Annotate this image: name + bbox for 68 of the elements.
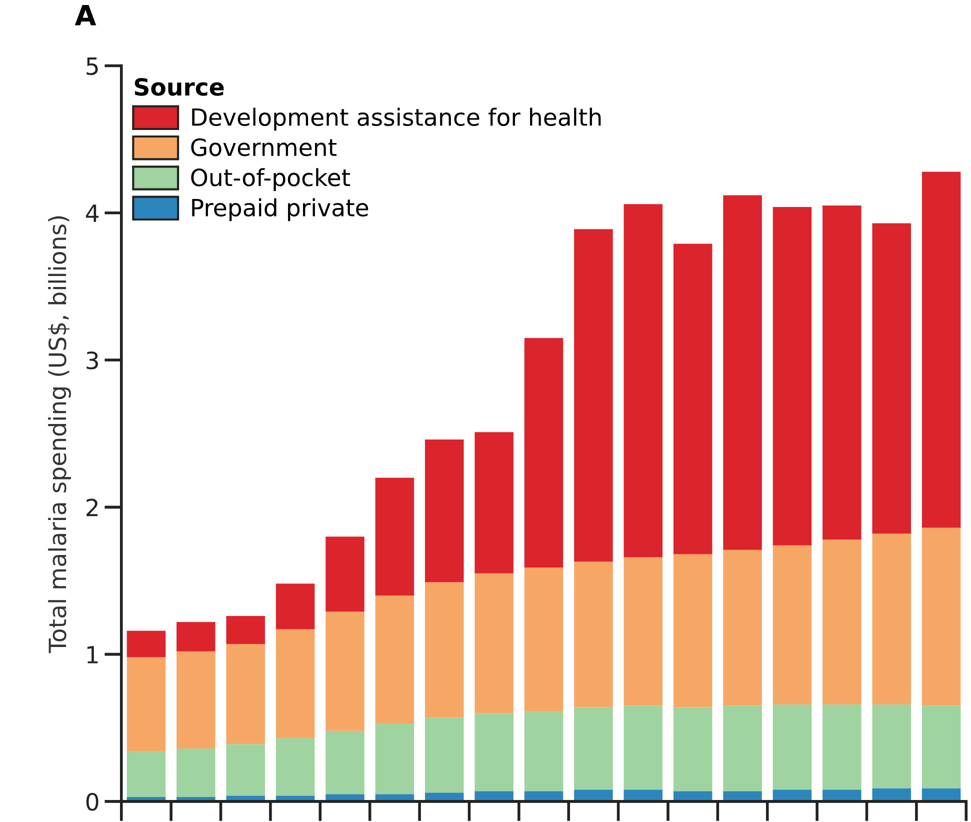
bar [474, 713, 514, 792]
y-tick-label: 5 [86, 58, 98, 76]
bar [673, 707, 712, 792]
chart-title: A [74, 4, 96, 26]
legend-label: Prepaid private [192, 198, 368, 222]
bar [723, 195, 762, 550]
bar [276, 629, 315, 738]
bar [126, 657, 166, 752]
bar [723, 550, 762, 706]
bar [326, 730, 364, 794]
bar [922, 788, 961, 802]
bar [673, 244, 712, 554]
y-tick-label: 1 [87, 646, 98, 664]
bar [226, 616, 265, 644]
bar [624, 204, 663, 558]
y-tick-label: 0 [86, 792, 98, 811]
bar [474, 432, 514, 574]
bar [723, 706, 762, 792]
bar [574, 229, 613, 562]
y-tick-label: 2 [86, 498, 98, 516]
legend-label: Government [191, 138, 337, 156]
legend-title: Source [134, 78, 224, 96]
bar [126, 751, 166, 798]
bar [524, 712, 564, 792]
bar [872, 704, 911, 788]
bar [126, 630, 166, 658]
bar [574, 707, 613, 790]
bar [375, 595, 414, 724]
bar [424, 582, 464, 718]
y-tick-label: 3 [86, 351, 98, 370]
bar [872, 534, 911, 704]
y-axis-title: Total malaria spending (US$, billions) [48, 216, 71, 654]
bar [624, 557, 663, 706]
bar [524, 568, 564, 712]
bar [822, 704, 862, 790]
bar [922, 706, 961, 788]
bar [176, 748, 216, 798]
bar [872, 223, 911, 534]
bar [176, 651, 216, 748]
bar [772, 704, 812, 790]
bar [276, 738, 315, 796]
bar [574, 562, 613, 708]
legend-label: Development assistance for health [192, 108, 601, 131]
bar [424, 718, 464, 793]
y-tick-label: 4 [86, 204, 99, 222]
bar [226, 644, 265, 744]
bar [624, 706, 663, 790]
bar [375, 478, 414, 596]
bar [474, 573, 514, 714]
bar [574, 790, 613, 802]
bar [276, 584, 315, 630]
bar [176, 622, 216, 652]
bar [922, 172, 961, 528]
bar [424, 439, 464, 582]
bar [822, 540, 862, 704]
bar [922, 528, 961, 706]
legend-label: Out-of-pocket [191, 168, 350, 191]
bar [326, 612, 364, 731]
bar [822, 206, 862, 540]
bar [673, 554, 712, 708]
bar [326, 536, 364, 612]
bar [872, 788, 911, 802]
bar [772, 545, 812, 704]
bar [226, 744, 265, 796]
bar [772, 207, 812, 546]
bar [524, 338, 564, 568]
bar [822, 790, 862, 802]
bar [375, 723, 414, 794]
